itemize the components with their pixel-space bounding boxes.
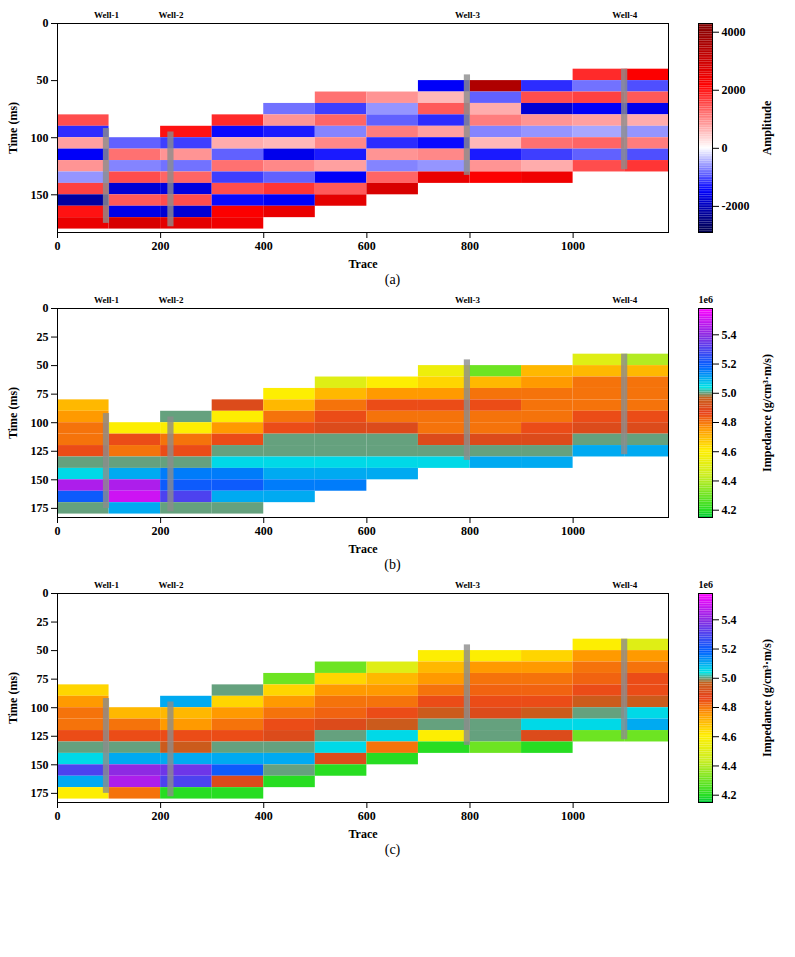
svg-text:5.2: 5.2 bbox=[722, 642, 737, 656]
svg-text:125: 125 bbox=[31, 729, 49, 743]
svg-text:4.2: 4.2 bbox=[722, 503, 737, 517]
svg-text:Well-1: Well-1 bbox=[94, 580, 119, 590]
svg-text:4.2: 4.2 bbox=[722, 788, 737, 802]
svg-text:800: 800 bbox=[461, 809, 479, 823]
svg-text:400: 400 bbox=[255, 524, 273, 538]
svg-text:Time (ms): Time (ms) bbox=[6, 102, 20, 154]
svg-text:150: 150 bbox=[31, 188, 49, 202]
svg-text:0: 0 bbox=[55, 239, 61, 253]
svg-text:Well-3: Well-3 bbox=[455, 295, 480, 305]
svg-text:5.4: 5.4 bbox=[722, 613, 737, 627]
svg-text:0: 0 bbox=[43, 301, 49, 315]
svg-text:4.8: 4.8 bbox=[722, 415, 737, 429]
svg-text:1000: 1000 bbox=[561, 524, 585, 538]
html-text:(b): (b) bbox=[384, 557, 401, 572]
svg-text:Well-3: Well-3 bbox=[455, 10, 480, 20]
svg-text:Well-4: Well-4 bbox=[612, 10, 637, 20]
svg-text:75: 75 bbox=[37, 387, 49, 401]
svg-text:400: 400 bbox=[255, 809, 273, 823]
svg-text:1000: 1000 bbox=[561, 809, 585, 823]
svg-text:Well-2: Well-2 bbox=[158, 10, 183, 20]
svg-text:Well-2: Well-2 bbox=[158, 580, 183, 590]
svg-text:600: 600 bbox=[358, 524, 376, 538]
svg-text:Trace: Trace bbox=[348, 257, 378, 271]
svg-text:Impedance (g/cm³·m/s): Impedance (g/cm³·m/s) bbox=[760, 354, 774, 472]
svg-text:800: 800 bbox=[461, 524, 479, 538]
svg-text:25: 25 bbox=[37, 330, 49, 344]
svg-text:400: 400 bbox=[255, 239, 273, 253]
svg-text:100: 100 bbox=[31, 131, 49, 145]
svg-text:200: 200 bbox=[152, 524, 170, 538]
svg-text:4.4: 4.4 bbox=[722, 474, 737, 488]
svg-text:600: 600 bbox=[358, 239, 376, 253]
svg-text:600: 600 bbox=[358, 809, 376, 823]
svg-text:Trace: Trace bbox=[348, 542, 378, 556]
svg-text:4000: 4000 bbox=[722, 25, 746, 39]
svg-text:4.8: 4.8 bbox=[722, 700, 737, 714]
svg-text:2000: 2000 bbox=[722, 83, 746, 97]
svg-text:Well-1: Well-1 bbox=[94, 10, 119, 20]
svg-text:125: 125 bbox=[31, 444, 49, 458]
svg-text:1000: 1000 bbox=[561, 239, 585, 253]
svg-text:0: 0 bbox=[55, 809, 61, 823]
svg-text:Impedance (g/cm³·m/s): Impedance (g/cm³·m/s) bbox=[760, 639, 774, 757]
svg-text:Well-4: Well-4 bbox=[612, 580, 637, 590]
svg-text:1e6: 1e6 bbox=[699, 579, 713, 590]
svg-text:Trace: Trace bbox=[348, 827, 378, 841]
svg-text:0: 0 bbox=[55, 524, 61, 538]
svg-text:200: 200 bbox=[152, 239, 170, 253]
svg-text:Well-3: Well-3 bbox=[455, 580, 480, 590]
svg-text:100: 100 bbox=[31, 416, 49, 430]
svg-text:5.2: 5.2 bbox=[722, 357, 737, 371]
svg-text:4.4: 4.4 bbox=[722, 759, 737, 773]
svg-text:Well-4: Well-4 bbox=[612, 295, 637, 305]
svg-text:1e6: 1e6 bbox=[699, 294, 713, 305]
svg-text:0: 0 bbox=[43, 586, 49, 600]
svg-text:50: 50 bbox=[37, 358, 49, 372]
svg-text:0: 0 bbox=[43, 16, 49, 30]
svg-text:200: 200 bbox=[152, 809, 170, 823]
svg-text:-2000: -2000 bbox=[722, 199, 750, 213]
svg-text:5.0: 5.0 bbox=[722, 386, 737, 400]
svg-text:100: 100 bbox=[31, 701, 49, 715]
svg-text:0: 0 bbox=[722, 141, 728, 155]
svg-text:4.6: 4.6 bbox=[722, 730, 737, 744]
svg-text:50: 50 bbox=[37, 643, 49, 657]
svg-text:150: 150 bbox=[31, 758, 49, 772]
svg-text:800: 800 bbox=[461, 239, 479, 253]
svg-text:75: 75 bbox=[37, 672, 49, 686]
html-text:(a): (a) bbox=[384, 272, 401, 287]
svg-text:175: 175 bbox=[31, 786, 49, 800]
svg-text:150: 150 bbox=[31, 473, 49, 487]
svg-text:Time (ms): Time (ms) bbox=[6, 387, 20, 439]
svg-text:50: 50 bbox=[37, 73, 49, 87]
svg-text:5.4: 5.4 bbox=[722, 328, 737, 342]
svg-text:Amplitude: Amplitude bbox=[760, 100, 774, 155]
html-text:(c): (c) bbox=[384, 842, 401, 857]
svg-text:25: 25 bbox=[37, 615, 49, 629]
svg-text:175: 175 bbox=[31, 501, 49, 515]
svg-text:Time (ms): Time (ms) bbox=[6, 672, 20, 724]
svg-text:5.0: 5.0 bbox=[722, 671, 737, 685]
svg-text:Well-2: Well-2 bbox=[158, 295, 183, 305]
svg-text:Well-1: Well-1 bbox=[94, 295, 119, 305]
svg-text:4.6: 4.6 bbox=[722, 445, 737, 459]
